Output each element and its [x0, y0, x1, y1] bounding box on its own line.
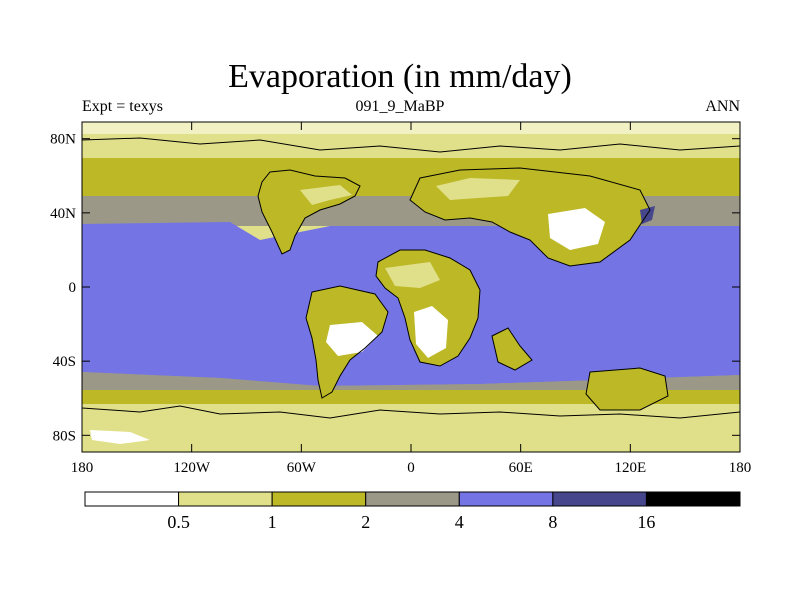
coastlines	[82, 137, 740, 419]
lon-tick-label: 120E	[614, 460, 646, 476]
continent-australia	[586, 368, 668, 410]
season-label: ANN	[705, 98, 740, 115]
colorbar-label: 4	[455, 512, 464, 532]
colorbar-swatch	[84, 491, 180, 507]
lat-tick-label: 80N	[50, 132, 76, 148]
lat-tick-label: 40N	[50, 206, 76, 222]
figure-title: Evaporation (in mm/day)	[228, 58, 572, 95]
desert-east-asia	[548, 208, 605, 250]
fill-north-midlat	[82, 158, 740, 196]
lon-tick-label: 120W	[173, 460, 211, 476]
fill-southern-ocean	[82, 372, 740, 390]
colorbar-label: 8	[548, 512, 557, 532]
colorbar-label: 0.5	[167, 512, 190, 532]
latitude-axis: 80N 40N 0 40S 80S	[50, 132, 740, 444]
lon-tick-label: 60W	[287, 460, 317, 476]
lat-tick-label: 80S	[53, 428, 76, 444]
colorbar: 0.5 1 2 4 8 16	[84, 491, 741, 532]
lon-tick-label: 180	[729, 460, 752, 476]
lat-tick-label: 40S	[53, 354, 76, 370]
colorbar-swatch	[178, 491, 273, 507]
colorbar-label: 16	[637, 512, 655, 532]
time-label: 091_9_MaBP	[355, 98, 445, 115]
colorbar-label: 2	[361, 512, 370, 532]
colorbar-swatch	[365, 491, 460, 507]
lon-tick-label: 0	[407, 460, 415, 476]
lon-tick-label: 180	[71, 460, 94, 476]
colorbar-swatch	[552, 491, 647, 507]
lon-tick-label: 60E	[509, 460, 533, 476]
experiment-label: Expt = texys	[82, 98, 164, 115]
longitude-axis: 180 120W 60W 0 60E 120E 180	[71, 122, 752, 476]
antarctic-white	[90, 430, 150, 444]
colorbar-swatch	[271, 491, 367, 507]
contour-fills	[82, 122, 740, 452]
colorbar-swatch	[645, 491, 741, 507]
colorbar-swatch	[458, 491, 554, 507]
colorbar-label: 1	[268, 512, 277, 532]
continent-madagascar	[492, 328, 532, 370]
lat-tick-label: 0	[69, 280, 77, 296]
desert-south-africa	[414, 306, 448, 358]
